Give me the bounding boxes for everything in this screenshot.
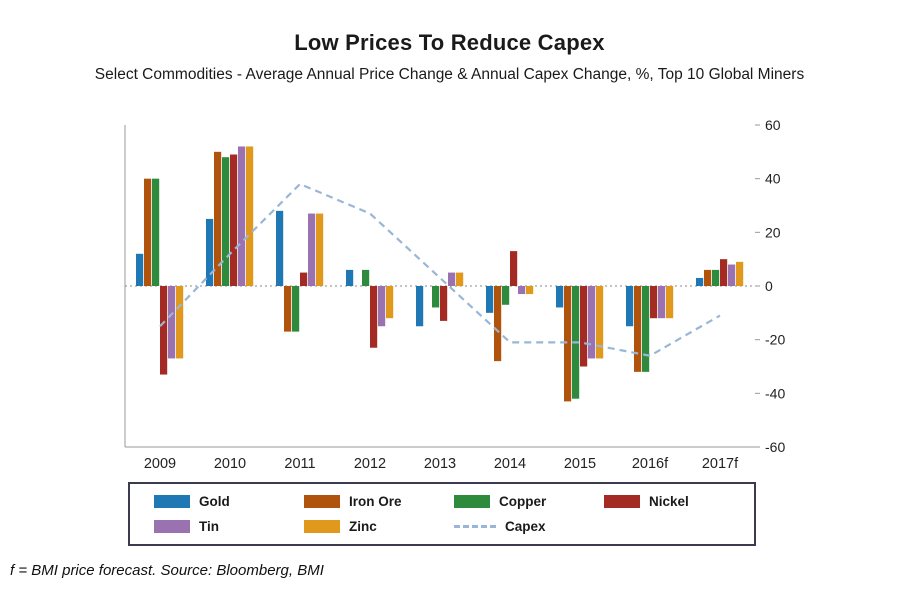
bar-gold-2009 — [136, 253, 144, 286]
bar-zinc-2015 — [596, 286, 604, 359]
legend-item-tin: Tin — [154, 519, 304, 534]
bar-tin-2010 — [238, 146, 246, 286]
bar-iron-ore-2014 — [494, 286, 502, 362]
y-tick-label: 0 — [765, 278, 773, 294]
legend-item-zinc: Zinc — [304, 519, 454, 534]
bar-zinc-2017f — [736, 261, 744, 286]
source-footnote: f = BMI price forecast. Source: Bloomber… — [10, 562, 324, 579]
y-tick-label: 40 — [765, 171, 781, 187]
capex-line — [159, 182, 721, 357]
y-tick-label: -20 — [765, 332, 785, 348]
bar-gold-2017f — [696, 277, 704, 286]
x-tick-label: 2011 — [284, 456, 315, 472]
bar-iron-ore-2011 — [284, 286, 292, 332]
bar-zinc-2011 — [316, 213, 324, 286]
bar-gold-2016f — [626, 286, 634, 327]
chart-title: Low Prices To Reduce Capex — [294, 30, 605, 55]
bar-copper-2012 — [362, 269, 370, 286]
x-tick-label: 2009 — [144, 456, 176, 472]
legend-label: Capex — [505, 519, 546, 534]
legend-label: Iron Ore — [349, 494, 402, 509]
bar-copper-2016f — [642, 286, 650, 372]
bar-tin-2016f — [658, 286, 666, 319]
legend-box: Gold Iron Ore Copper Nickel Tin Zinc Capex — [128, 482, 756, 546]
bar-copper-2010 — [222, 157, 230, 286]
bar-gold-2011 — [276, 210, 284, 286]
bar-nickel-2011 — [300, 272, 308, 286]
bar-copper-2013 — [432, 286, 440, 308]
bar-copper-2017f — [712, 269, 720, 286]
bar-tin-2017f — [728, 264, 736, 286]
legend-label: Zinc — [349, 519, 377, 534]
bar-iron-ore-2010 — [214, 151, 222, 286]
bar-nickel-2017f — [720, 259, 728, 286]
x-tick-label: 2016f — [632, 456, 669, 472]
bar-tin-2012 — [378, 286, 386, 327]
legend-item-iron-ore: Iron Ore — [304, 494, 454, 509]
bar-gold-2010 — [206, 218, 214, 286]
legend-label: Copper — [499, 494, 547, 509]
legend-item-copper: Copper — [454, 494, 604, 509]
bar-nickel-2014 — [510, 251, 518, 286]
bar-zinc-2009 — [176, 286, 184, 359]
bar-iron-ore-2009 — [144, 178, 152, 286]
legend-item-capex: Capex — [454, 519, 604, 534]
bar-nickel-2015 — [580, 286, 588, 367]
bar-tin-2013 — [448, 272, 456, 286]
bar-iron-ore-2017f — [704, 269, 712, 286]
legend-swatch-icon — [304, 495, 340, 508]
bar-copper-2014 — [502, 286, 510, 305]
bar-zinc-2012 — [386, 286, 394, 319]
legend-dashed-line-icon — [454, 525, 496, 528]
bar-iron-ore-2015 — [564, 286, 572, 402]
bar-gold-2013 — [416, 286, 424, 327]
bar-zinc-2016f — [666, 286, 674, 319]
y-tick-label: 20 — [765, 224, 781, 240]
legend-label: Nickel — [649, 494, 689, 509]
bar-nickel-2010 — [230, 154, 238, 286]
bar-iron-ore-2016f — [634, 286, 642, 372]
legend-swatch-icon — [154, 520, 190, 533]
bar-nickel-2016f — [650, 286, 658, 319]
bar-nickel-2009 — [160, 286, 168, 375]
bar-gold-2014 — [486, 286, 494, 313]
x-tick-label: 2013 — [424, 456, 456, 472]
chart-subtitle: Select Commodities - Average Annual Pric… — [94, 66, 805, 83]
x-tick-label: 2012 — [354, 456, 386, 472]
price-capex-chart: 60 40 20 0 -20 -40 -60 2009 2010 2011 2012 2013 2014… — [124, 117, 785, 472]
legend-label: Gold — [199, 494, 230, 509]
bar-gold-2015 — [556, 286, 564, 308]
bar-tin-2014 — [518, 286, 526, 295]
legend-swatch-icon — [304, 520, 340, 533]
legend-swatch-icon — [604, 495, 640, 508]
bar-tin-2015 — [588, 286, 596, 359]
legend-item-gold: Gold — [154, 494, 304, 509]
bar-copper-2009 — [152, 178, 160, 286]
legend-swatch-icon — [154, 495, 190, 508]
bar-tin-2011 — [308, 213, 316, 286]
legend-item-nickel: Nickel — [604, 494, 754, 509]
bar-copper-2011 — [292, 286, 300, 332]
y-tick-label: 60 — [765, 117, 781, 133]
bar-tin-2009 — [168, 286, 176, 359]
legend-swatch-icon — [454, 495, 490, 508]
bar-zinc-2014 — [526, 286, 534, 295]
bar-nickel-2013 — [440, 286, 448, 321]
bar-zinc-2010 — [246, 146, 254, 286]
y-tick-label: -40 — [765, 385, 785, 401]
bar-gold-2012 — [346, 269, 354, 286]
legend-label: Tin — [199, 519, 219, 534]
y-tick-label: -60 — [765, 439, 785, 455]
x-tick-label: 2015 — [564, 456, 596, 472]
bar-zinc-2013 — [456, 272, 464, 286]
bar-nickel-2012 — [370, 286, 378, 348]
x-tick-label: 2014 — [494, 456, 526, 472]
x-tick-label: 2017f — [702, 456, 739, 472]
x-tick-label: 2010 — [214, 456, 246, 472]
